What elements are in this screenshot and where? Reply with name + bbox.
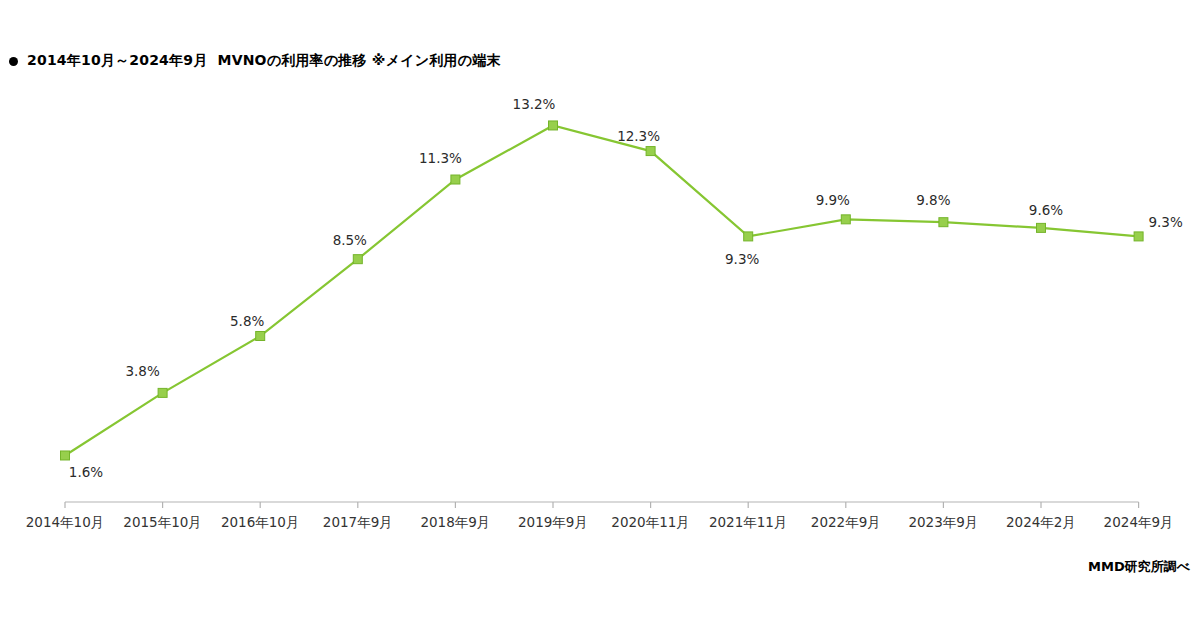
data-point-marker [353,255,362,264]
value-label: 11.3% [419,150,462,166]
chart-line [65,125,1139,455]
value-label: 8.5% [333,232,367,248]
x-axis-label: 2015年10月 [123,514,202,530]
data-point-marker [61,451,70,460]
data-point-marker [1037,223,1046,232]
x-axis-label: 2022年9月 [811,514,881,530]
source-note: MMD研究所調べ [1088,558,1190,576]
value-label: 9.8% [916,192,950,208]
data-point-marker [744,232,753,241]
data-point-marker [549,121,558,130]
x-axis-label: 2019年9月 [518,514,588,530]
data-point-marker [939,218,948,227]
value-label: 12.3% [617,128,660,144]
data-point-marker [1134,232,1143,241]
value-label: 9.6% [1029,202,1063,218]
chart-page: 2014年10月～2024年9月 MVNOの利用率の推移 ※メイン利用の端末 2… [0,0,1200,630]
value-label: 5.8% [230,313,264,329]
data-point-marker [256,331,265,340]
value-label: 9.9% [816,192,850,208]
data-point-marker [646,147,655,156]
x-axis-label: 2024年2月 [1006,514,1076,530]
x-axis-label: 2018年9月 [420,514,490,530]
x-axis-label: 2016年10月 [221,514,300,530]
value-label: 1.6% [69,464,103,480]
x-axis-label: 2021年11月 [709,514,788,530]
data-point-marker [841,215,850,224]
value-label: 9.3% [1148,214,1182,230]
data-point-marker [158,388,167,397]
x-axis-label: 2014年10月 [26,514,105,530]
value-label: 3.8% [125,363,159,379]
x-axis-label: 2023年9月 [908,514,978,530]
data-point-marker [451,175,460,184]
x-axis-label: 2017年9月 [323,514,393,530]
x-axis-label: 2024年9月 [1104,514,1174,530]
value-label: 13.2% [513,96,556,112]
value-label: 9.3% [725,251,759,267]
x-axis-label: 2020年11月 [611,514,690,530]
mvno-usage-line-chart: 2014年10月2015年10月2016年10月2017年9月2018年9月20… [0,0,1200,630]
